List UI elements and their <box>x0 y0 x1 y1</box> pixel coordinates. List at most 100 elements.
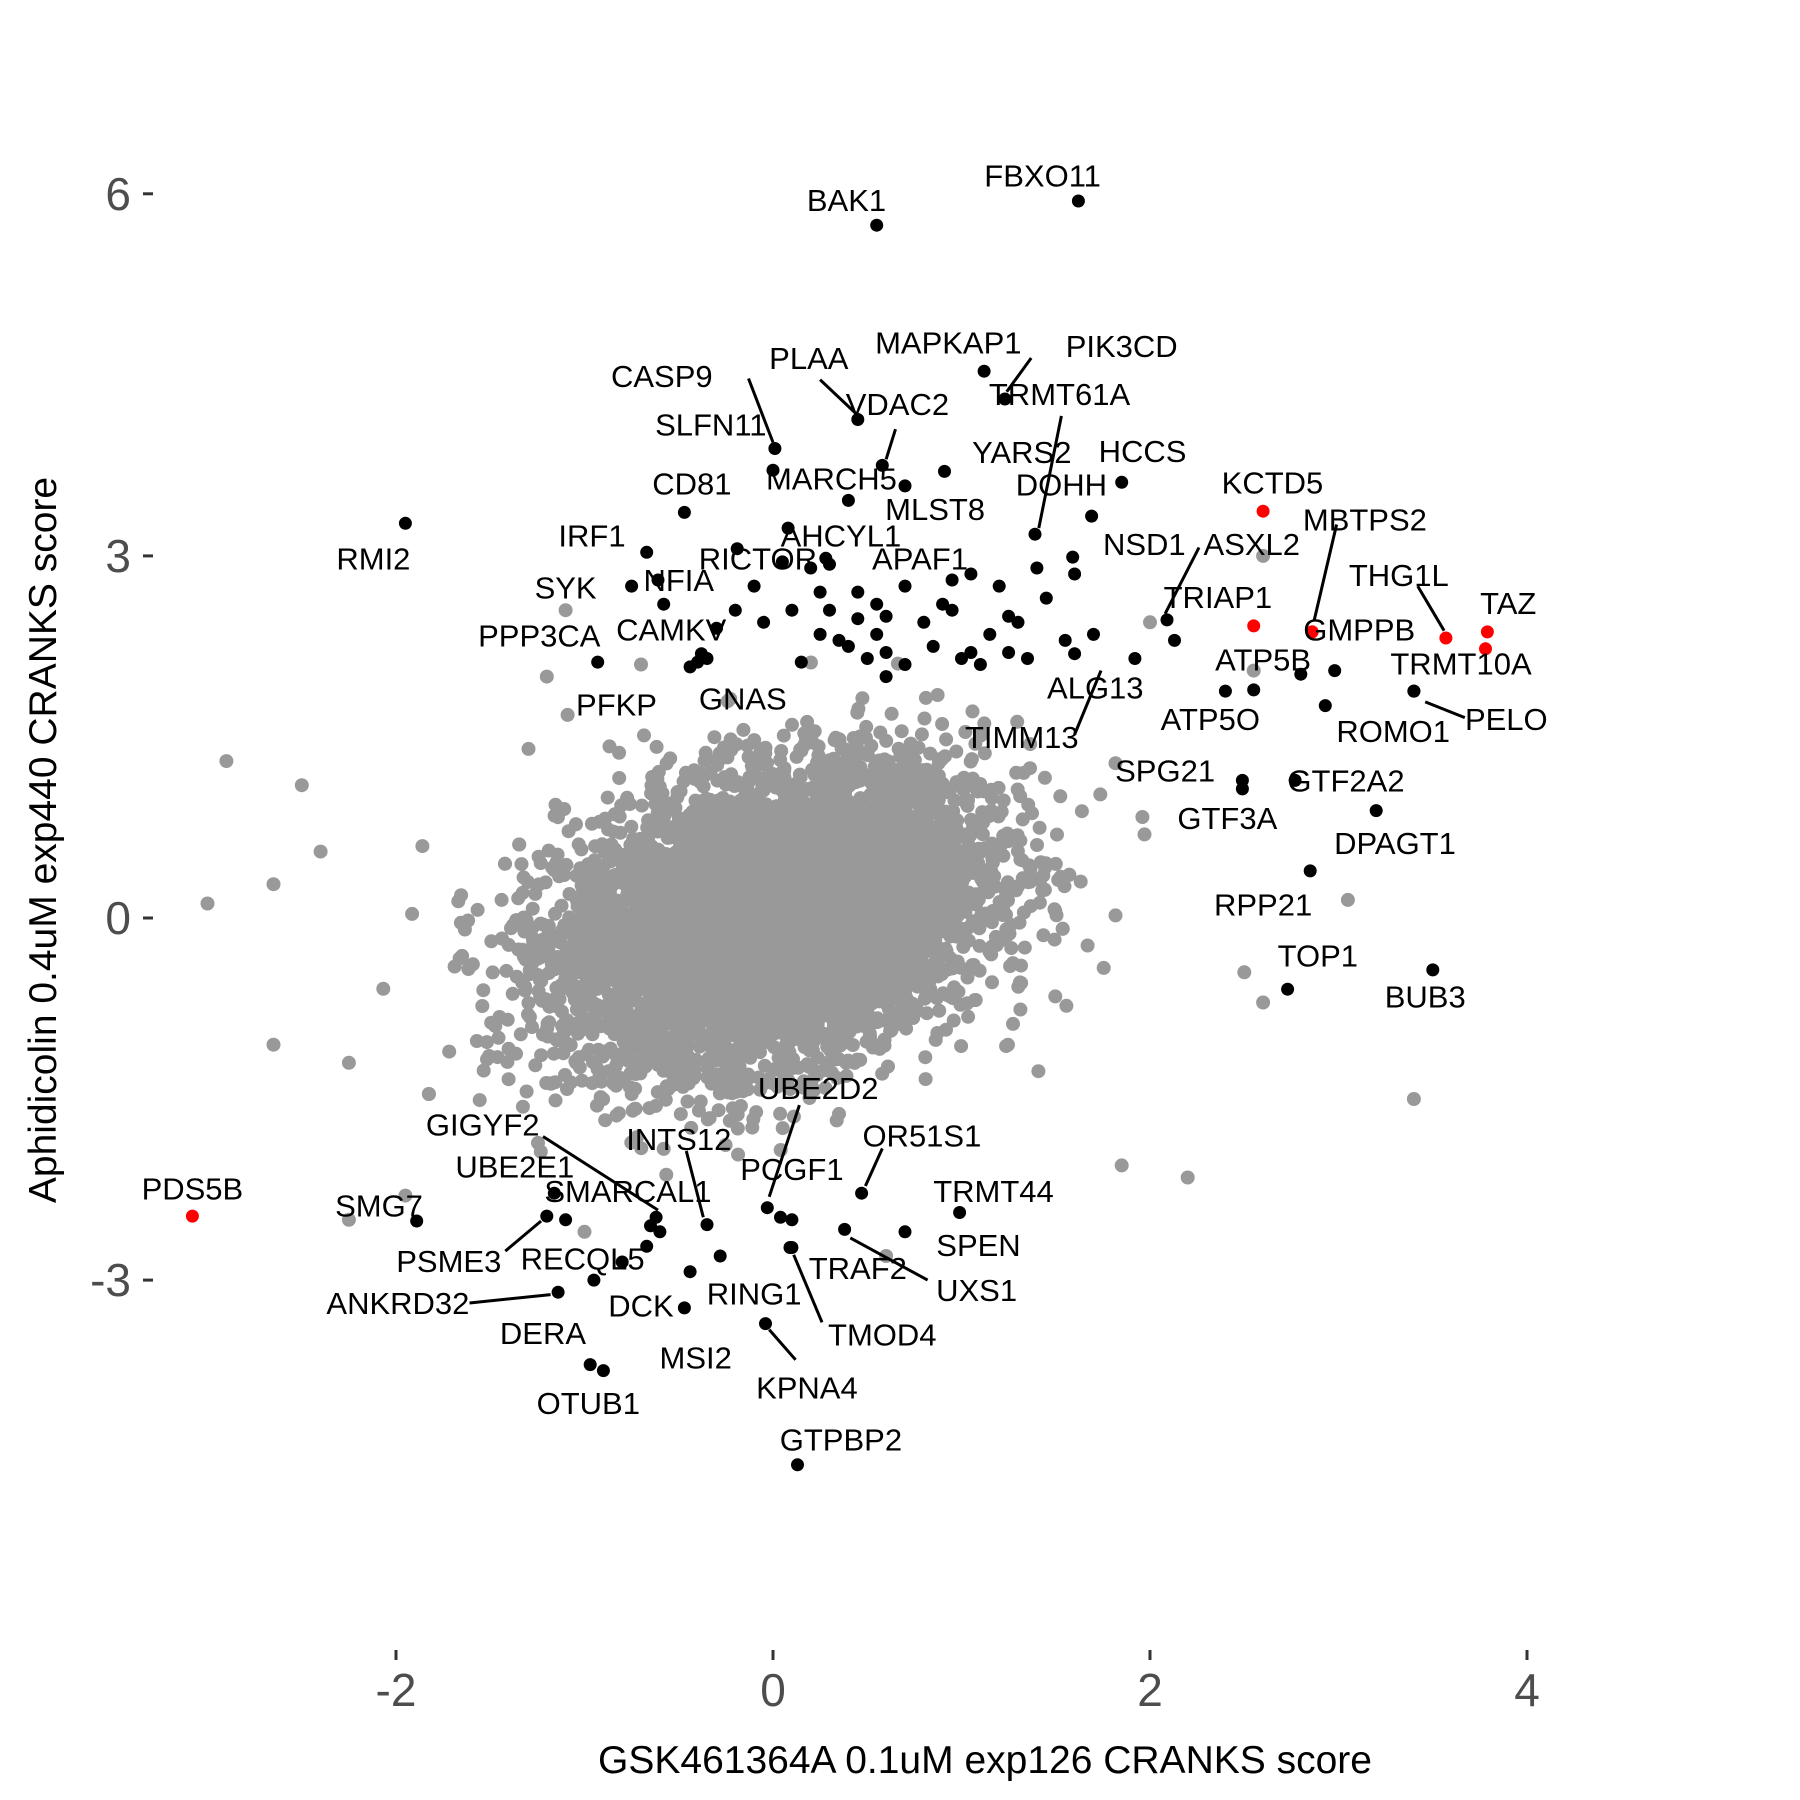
background-point <box>745 1120 760 1135</box>
background-point <box>415 839 430 854</box>
background-point <box>584 816 599 831</box>
background-point <box>845 1038 860 1052</box>
background-point <box>514 857 529 872</box>
background-point <box>851 701 866 716</box>
background-point <box>818 1080 833 1095</box>
background-point <box>711 1103 726 1118</box>
background-point <box>480 1052 494 1067</box>
background-point <box>500 1012 515 1027</box>
background-point <box>634 1141 649 1156</box>
background-point <box>949 744 964 759</box>
background-point <box>1059 998 1074 1013</box>
background-point <box>1001 1037 1015 1052</box>
background-point <box>499 963 514 978</box>
background-point <box>548 1093 563 1108</box>
background-point <box>919 1006 934 1021</box>
background-point <box>977 746 992 761</box>
background-point <box>930 688 945 702</box>
background-point <box>494 892 509 907</box>
background-point <box>476 983 491 998</box>
background-point <box>1093 787 1108 802</box>
background-point <box>1048 903 1063 918</box>
background-point <box>996 793 1011 808</box>
background-point <box>1036 928 1051 943</box>
background-point <box>547 808 562 823</box>
background-point <box>935 717 950 731</box>
background-point <box>470 902 485 917</box>
background-point <box>723 691 738 706</box>
background-point <box>954 1039 969 1054</box>
background-point <box>559 857 574 872</box>
background-point <box>545 860 560 875</box>
background-point <box>707 730 722 745</box>
background-point <box>572 1060 587 1075</box>
background-point <box>687 1068 702 1083</box>
background-point <box>612 771 627 785</box>
background-point <box>533 856 548 871</box>
background-point <box>710 758 725 772</box>
background-point <box>736 722 751 737</box>
background-point <box>1057 879 1072 894</box>
background-point <box>842 1024 857 1039</box>
background-point <box>807 1083 822 1097</box>
background-point <box>541 843 556 858</box>
background-point <box>879 733 894 748</box>
background-point <box>485 965 500 980</box>
background-point <box>753 1082 768 1097</box>
background-point <box>1137 827 1152 842</box>
background-point <box>946 1013 961 1028</box>
background-point <box>875 1066 890 1081</box>
background-point <box>961 1009 976 1024</box>
background-point <box>538 875 553 890</box>
background-point <box>479 1035 494 1050</box>
background-point <box>1003 959 1018 974</box>
background-point <box>661 1082 676 1096</box>
background-point <box>976 815 991 830</box>
background-point <box>650 1085 665 1100</box>
background-point <box>1017 940 1032 955</box>
background-point <box>861 1011 876 1025</box>
background-point <box>829 1113 844 1128</box>
background-point <box>1032 895 1047 910</box>
background-point <box>1010 844 1025 859</box>
background-point <box>932 1003 947 1018</box>
background-point <box>985 975 999 990</box>
background-point <box>1096 960 1111 975</box>
background-point <box>774 744 789 758</box>
background-point <box>855 691 870 706</box>
background-point <box>1016 905 1031 920</box>
background-point <box>457 922 472 937</box>
background-point <box>501 1041 516 1056</box>
background-point <box>533 1144 548 1159</box>
background-point <box>700 1112 715 1127</box>
background-point <box>519 1084 534 1099</box>
background-point <box>934 752 949 767</box>
background-point <box>783 1082 798 1096</box>
background-point <box>405 906 420 921</box>
background-point <box>1048 989 1063 1004</box>
background-point <box>600 790 615 805</box>
background-point <box>572 1050 586 1065</box>
background-point <box>501 1072 516 1087</box>
background-point <box>731 1147 746 1162</box>
background-point <box>1073 874 1088 889</box>
background-point <box>598 811 613 826</box>
background-point <box>634 798 649 813</box>
background-point <box>923 746 938 761</box>
background-point <box>1074 804 1089 819</box>
background-point <box>563 1075 578 1090</box>
background-point <box>554 898 569 913</box>
background-point <box>717 770 732 785</box>
background-point <box>1016 765 1031 780</box>
background-point <box>1031 1064 1046 1079</box>
background-point <box>1023 737 1038 752</box>
background-point <box>649 739 664 754</box>
background-point <box>656 1141 671 1156</box>
background-point <box>1032 820 1047 835</box>
background-point <box>598 1113 613 1128</box>
background-point <box>785 717 799 732</box>
background-point <box>516 910 531 925</box>
background-point <box>939 732 954 747</box>
background-point <box>1037 770 1052 785</box>
